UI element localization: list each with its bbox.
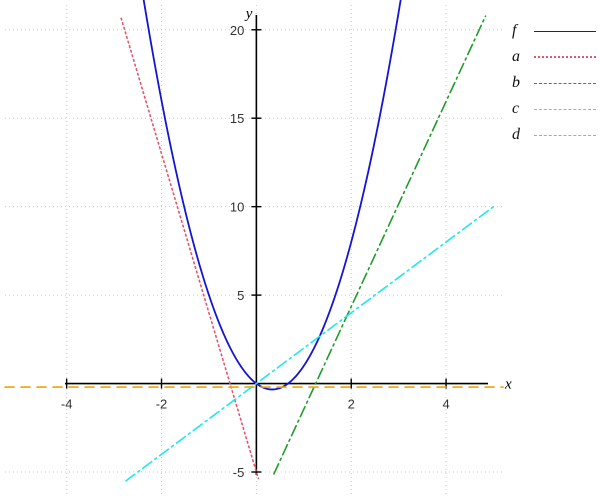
y-tick-label: 20 (230, 23, 244, 38)
curve-c (125, 205, 495, 482)
gridlines-group (5, 5, 503, 495)
legend-swatch-a (534, 56, 596, 58)
x-tick-label: -4 (61, 397, 73, 412)
curve-a (120, 17, 260, 480)
x-tick-label: 2 (348, 397, 355, 412)
curve-f (142, 0, 402, 391)
legend-label-c: c (512, 100, 520, 117)
curves-group (4, 0, 504, 482)
legend-entry-d[interactable]: d (512, 122, 596, 148)
legend-label-a: a (512, 48, 520, 65)
legend-swatch-c (534, 108, 596, 110)
y-tick-label: 15 (230, 111, 244, 126)
legend: f a b c d (512, 18, 596, 148)
axis-names-group: xy (244, 6, 512, 393)
y-tick-label: 10 (230, 200, 244, 215)
y-axis-label: y (244, 6, 253, 22)
legend-swatch-d (534, 134, 596, 136)
legend-label-b: b (512, 74, 520, 91)
legend-entry-a[interactable]: a (512, 44, 596, 70)
legend-entry-c[interactable]: c (512, 96, 596, 122)
y-tick-label: 5 (237, 288, 244, 303)
x-tick-label: 4 (442, 397, 449, 412)
legend-label-f: f (512, 22, 517, 39)
ticks-group: -4 -2 2 4 20 15 10 5 -5 (61, 23, 450, 480)
legend-label-d: d (512, 126, 520, 143)
legend-swatch-b (534, 82, 596, 84)
x-axis-label: x (504, 377, 512, 393)
y-tick-label: -5 (233, 465, 245, 480)
x-tick-label: -2 (156, 397, 168, 412)
legend-swatch-f (534, 30, 596, 32)
legend-entry-f[interactable]: f (512, 18, 596, 44)
legend-entry-b[interactable]: b (512, 70, 596, 96)
curve-b (273, 15, 487, 475)
axes-group (65, 15, 488, 475)
